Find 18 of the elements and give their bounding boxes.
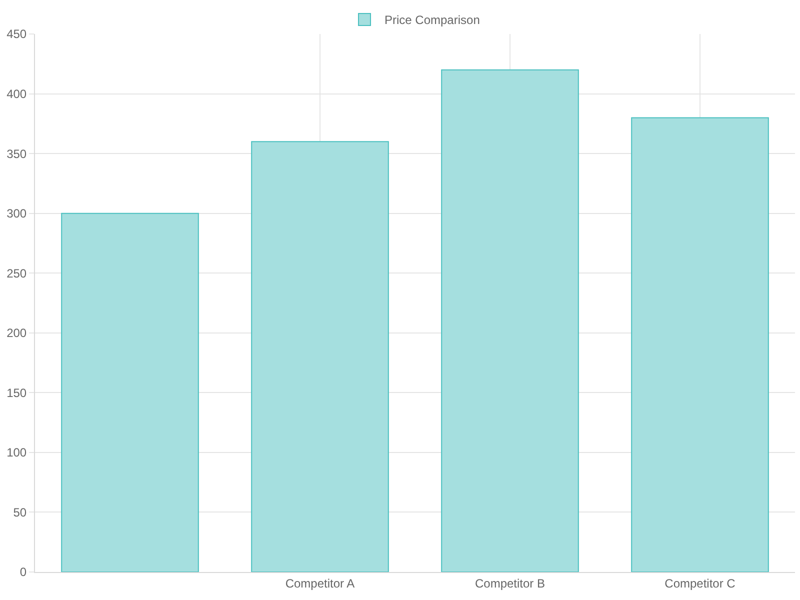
- y-tick-label: 400: [6, 86, 27, 101]
- bar: [631, 117, 769, 572]
- y-tick-label: 50: [13, 505, 27, 520]
- legend-label: Price Comparison: [384, 13, 480, 28]
- y-tick-label: 450: [6, 27, 27, 42]
- y-tick-label: 350: [6, 146, 27, 161]
- y-tick-label: 150: [6, 386, 27, 400]
- y-tick-label: 250: [6, 266, 27, 280]
- y-tick-label: 0: [20, 565, 27, 580]
- y-tick-label: 300: [6, 206, 27, 221]
- bar: [251, 141, 389, 572]
- x-tick-label: Competitor C: [664, 576, 736, 590]
- y-tick-label: 100: [6, 446, 27, 460]
- x-tick-label: Competitor A: [285, 576, 355, 590]
- bar: [61, 212, 199, 572]
- y-tick-label: 200: [6, 326, 27, 340]
- x-tick-label: Competitor B: [474, 576, 546, 590]
- bar: [441, 69, 579, 572]
